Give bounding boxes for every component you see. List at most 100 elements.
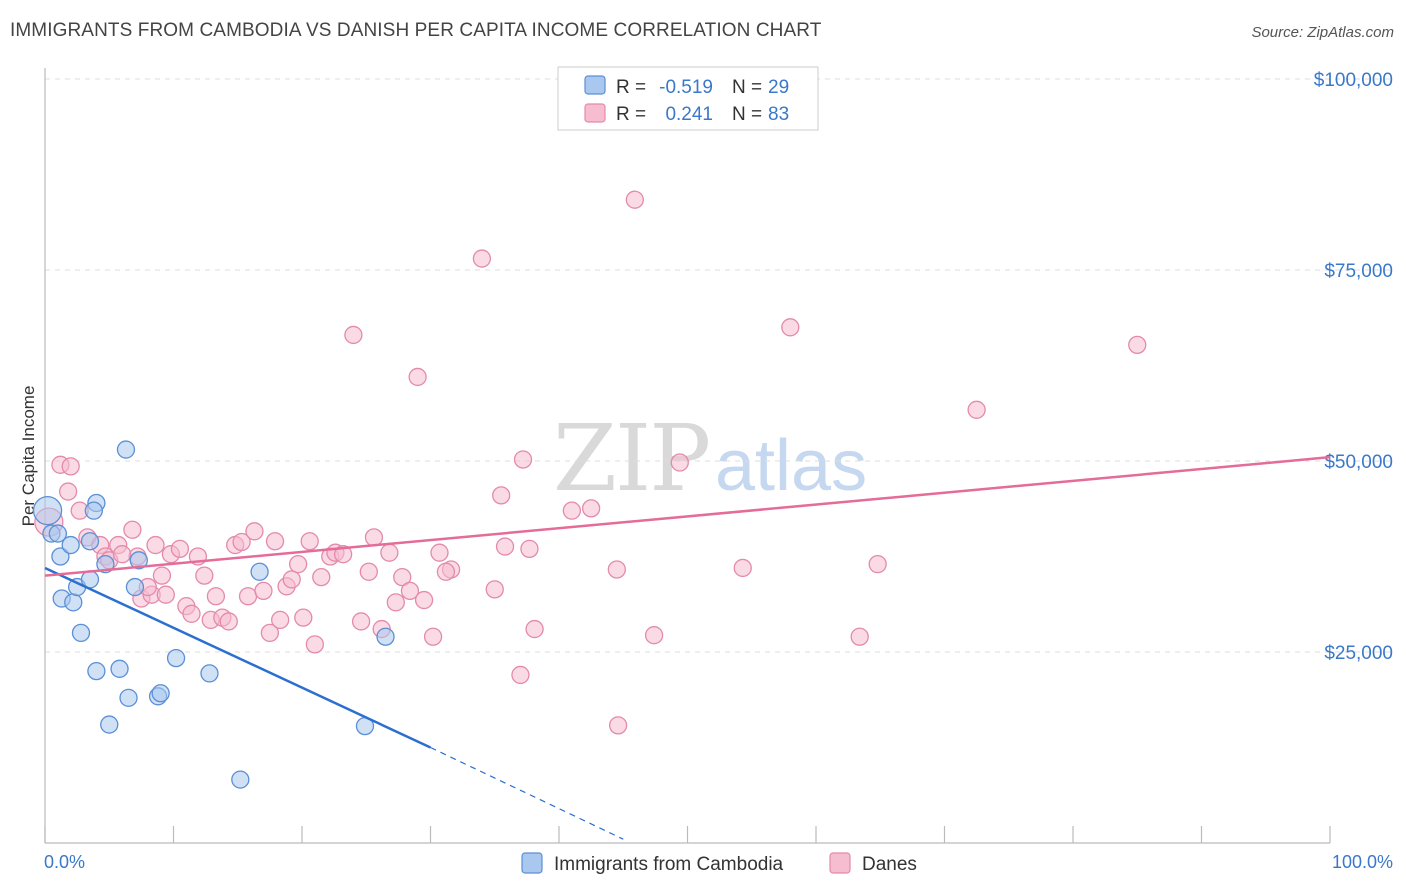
danes-point	[423, 627, 443, 646]
danes-point	[781, 318, 800, 337]
danes-point	[359, 562, 378, 581]
y-tick-labels: $25,000 $50,000 $75,000 $100,000	[1314, 70, 1393, 664]
danes-point	[351, 612, 371, 631]
danes-point	[562, 501, 581, 520]
y-tick-label: $50,000	[1324, 452, 1393, 473]
danes-point	[112, 545, 132, 564]
danes-point	[312, 567, 331, 587]
axes	[44, 68, 1331, 844]
danes-point	[393, 567, 412, 587]
danes-point	[232, 532, 251, 552]
danes-point	[182, 604, 201, 623]
danes-point	[485, 580, 504, 599]
cambodia-point	[200, 664, 219, 683]
danes-point	[607, 560, 626, 579]
danes-point	[245, 522, 264, 541]
y-tick-label: $75,000	[1324, 261, 1393, 282]
danes-point	[625, 190, 644, 209]
danes-point	[333, 545, 353, 564]
chart-title: IMMIGRANTS FROM CAMBODIA VS DANISH PER C…	[10, 20, 822, 41]
legend-swatch-cambodia	[521, 852, 543, 874]
cambodia-point	[61, 535, 80, 555]
danes-point	[495, 537, 515, 556]
danes-point	[305, 635, 325, 654]
danes-point	[408, 367, 427, 387]
danes-point	[430, 543, 449, 562]
cambodia-point	[119, 688, 138, 707]
cambodia-trend-line	[44, 566, 432, 749]
legend-r-label: R =	[616, 77, 646, 98]
correlation-legend: R = -0.519 N = 29 R = 0.241 N = 83	[557, 66, 819, 131]
danes-point	[733, 558, 752, 578]
cambodia-point	[116, 440, 136, 459]
cambodia-point	[51, 547, 70, 566]
series-legend: Immigrants from Cambodia Danes	[521, 852, 917, 875]
danes-point	[260, 623, 280, 643]
danes-point	[670, 453, 689, 472]
danes-point	[608, 716, 628, 735]
danes-point	[294, 608, 313, 627]
gridlines	[45, 78, 1393, 653]
danes-point	[492, 486, 511, 505]
danes-point	[364, 528, 384, 547]
cambodia-point	[110, 659, 129, 678]
legend-label-cambodia: Immigrants from Cambodia	[554, 854, 784, 875]
danes-point	[265, 532, 285, 551]
danes-point	[472, 249, 492, 268]
danes-point	[61, 457, 80, 476]
danes-point	[282, 570, 301, 589]
cambodia-point	[87, 661, 106, 681]
danes-point	[525, 619, 544, 639]
cambodia-point	[80, 532, 100, 551]
danes-point	[123, 520, 142, 539]
danes-point	[344, 325, 363, 345]
danes-point	[152, 566, 172, 585]
legend-swatch-cambodia	[584, 75, 606, 95]
danes-point	[58, 482, 78, 501]
danes-point	[511, 665, 530, 685]
watermark-atlas: atlas	[715, 426, 867, 506]
cambodia-point	[32, 496, 63, 526]
cambodia-point	[376, 627, 395, 646]
legend-r-label: R =	[616, 104, 646, 125]
legend-r-value: 0.241	[665, 104, 713, 125]
danes-trend-line	[44, 455, 1331, 577]
danes-point	[206, 587, 226, 606]
cambodia-point	[100, 715, 119, 734]
cambodia-point	[231, 770, 250, 789]
legend-swatch-danes	[829, 852, 851, 874]
danes-point	[238, 587, 258, 606]
danes-points	[34, 190, 1147, 735]
cambodia-point	[71, 623, 91, 643]
danes-point	[156, 585, 175, 604]
legend-n-value: 83	[768, 104, 789, 125]
cambodia-point	[166, 648, 186, 668]
danes-point	[386, 593, 405, 612]
legend-n-label: N =	[732, 104, 762, 125]
danes-point	[195, 566, 214, 585]
danes-point	[170, 539, 190, 559]
cambodia-point	[125, 577, 145, 597]
danes-point	[414, 590, 434, 610]
y-axis-label: Per Capita Income	[19, 386, 38, 527]
danes-point	[513, 450, 533, 469]
danes-point	[288, 554, 308, 574]
legend-r-value: -0.519	[659, 77, 713, 98]
cambodia-trend-extension	[430, 746, 624, 840]
danes-point	[271, 610, 290, 630]
legend-swatch-danes	[584, 103, 606, 123]
watermark: ZIP atlas	[553, 405, 867, 512]
y-tick-label: $100,000	[1314, 70, 1393, 91]
danes-point	[868, 554, 887, 574]
legend-n-value: 29	[768, 77, 789, 98]
cambodia-point	[84, 501, 103, 520]
danes-point	[967, 400, 986, 419]
cambodia-points	[32, 440, 395, 789]
danes-point	[219, 612, 238, 631]
danes-point	[644, 626, 664, 645]
danes-point	[1128, 335, 1147, 355]
cambodia-point	[129, 551, 148, 570]
y-tick-label: $25,000	[1324, 643, 1393, 664]
cambodia-point	[64, 593, 83, 612]
